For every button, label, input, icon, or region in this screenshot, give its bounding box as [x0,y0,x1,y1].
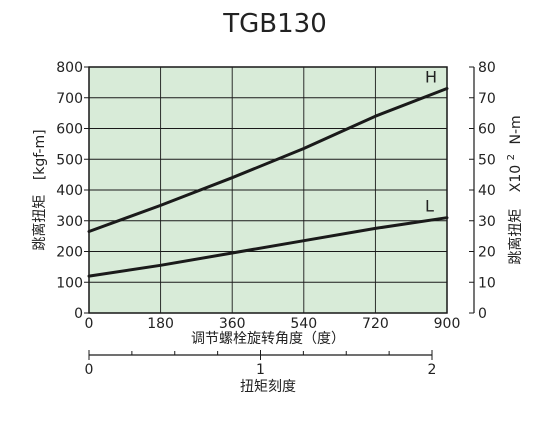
y2-tick-label: 70 [478,91,496,107]
x-tick-label: 900 [434,316,461,332]
series-line-L [87,216,449,278]
grid-lines [89,67,447,313]
y2-tick-label: 80 [478,60,496,76]
y-tick-label: 400 [56,183,83,199]
series-label-L: L [425,197,434,216]
y2-tick-label: 60 [478,122,496,138]
secondary-tick-label: 0 [85,362,94,378]
y2-tick-label: 30 [478,214,496,230]
y2-tick-label: 50 [478,152,496,168]
y2-tick-label: 10 [478,275,496,291]
chart-title: TGB130 [222,9,327,39]
right-y-axis-unit2: N-m [508,115,524,144]
left-axis: 0 100 200 300 400 500 600 700 800 [56,60,89,322]
y2-tick-label: 0 [478,306,487,322]
left-y-axis-unit: [kgf-m] [32,129,48,180]
series-line-H [87,87,449,233]
right-y-axis-title: 跳离扭矩 [507,209,524,265]
secondary-axis: 0 1 2 [85,350,437,378]
svg-text:跳离扭矩 X10 2: 跳离扭矩 X10 2 N-m [502,115,524,264]
secondary-axis-label: 扭矩刻度 [240,379,296,395]
y-tick-label: 700 [56,91,83,107]
series-label-H: H [425,68,437,87]
y-tick-label: 800 [56,60,83,76]
y-tick-label: 600 [56,122,83,138]
right-y-axis-label: 跳离扭矩 X10 2 N-m [502,115,524,264]
svg-text:跳离扭矩 [kgf-m]: 跳离扭矩 [kgf-m] [31,129,48,250]
right-y-axis-unit: X10 [508,165,524,192]
y2-tick-label: 40 [478,183,496,199]
y-tick-label: 200 [56,245,83,261]
x-tick-label: 360 [219,316,246,332]
left-y-axis-label: 跳离扭矩 [kgf-m] [31,129,48,250]
y-tick-label: 300 [56,214,83,230]
secondary-tick-label: 2 [428,362,437,378]
right-axis: 0 10 20 30 40 50 60 70 80 [469,60,496,322]
x-tick-label: 180 [147,316,174,332]
secondary-tick-label: 1 [256,362,265,378]
y2-tick-label: 20 [478,245,496,261]
x-axis-label: 调节螺栓旋转角度（度） [191,331,345,347]
bottom-axis: 0 180 360 540 720 900 [85,316,461,332]
x-tick-label: 540 [290,316,317,332]
y-tick-label: 500 [56,152,83,168]
y-tick-label: 0 [74,306,83,322]
y-tick-label: 100 [56,275,83,291]
x-tick-label: 0 [85,316,94,332]
left-y-axis-title: 跳离扭矩 [31,195,48,251]
x-tick-label: 720 [362,316,389,332]
right-y-axis-exponent: 2 [506,154,517,160]
series-layer: HL [87,68,449,278]
